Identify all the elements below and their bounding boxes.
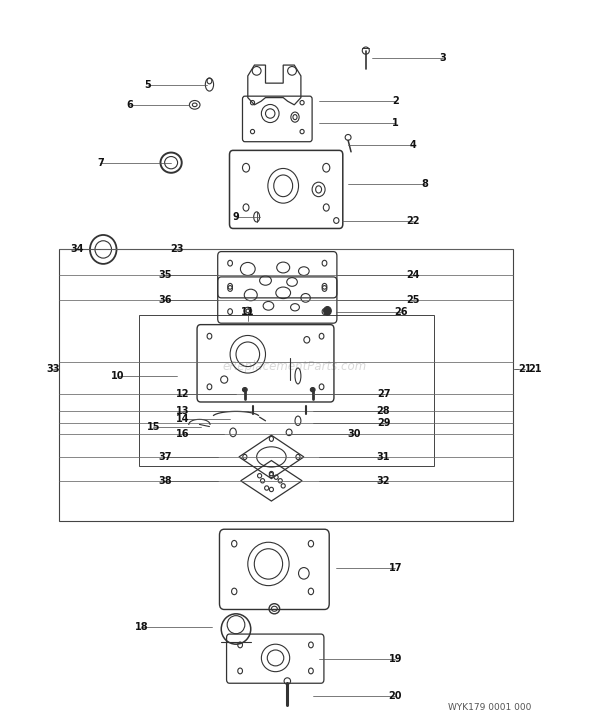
Text: 37: 37 [159,452,172,462]
Text: 34: 34 [70,244,83,254]
Text: 20: 20 [389,690,402,701]
Bar [59,249,513,521]
Text: 21: 21 [519,364,532,374]
Ellipse shape [324,307,332,315]
Text: 31: 31 [377,452,390,462]
Text: 16: 16 [176,429,189,439]
Text: 11: 11 [241,307,254,317]
Text: 5: 5 [144,80,151,90]
Text: eReplacementParts.com: eReplacementParts.com [223,360,367,373]
Ellipse shape [242,388,247,392]
Text: 35: 35 [159,270,172,280]
Ellipse shape [310,388,315,392]
Text: 22: 22 [407,215,419,226]
Text: 38: 38 [158,476,172,486]
Text: 24: 24 [407,270,419,280]
Text: WYK179 0001 000: WYK179 0001 000 [448,703,531,711]
Text: 7: 7 [97,158,104,168]
Text: 3: 3 [439,53,446,63]
Text: 30: 30 [348,429,360,439]
Text: 21: 21 [528,364,542,374]
Text: 28: 28 [376,406,391,416]
Text: 10: 10 [112,371,124,381]
Text: 29: 29 [377,418,390,428]
Text: 8: 8 [421,179,428,189]
Text: 27: 27 [377,389,390,399]
Text: 13: 13 [176,406,189,416]
Text: 12: 12 [176,389,189,399]
Text: 15: 15 [147,422,160,432]
Text: 23: 23 [171,244,183,254]
Text: 25: 25 [407,295,419,305]
Bar [139,315,434,466]
Text: 1: 1 [392,118,399,128]
Text: 4: 4 [409,140,417,150]
Text: 14: 14 [176,414,189,424]
Text: 2: 2 [392,96,399,106]
Text: 26: 26 [395,307,408,317]
Text: 17: 17 [389,562,402,573]
Text: 36: 36 [159,295,172,305]
Text: 18: 18 [135,622,149,632]
Text: 6: 6 [126,100,133,110]
Text: 32: 32 [377,476,390,486]
Text: 9: 9 [232,212,240,222]
Text: 19: 19 [389,654,402,664]
Text: 33: 33 [47,364,60,374]
